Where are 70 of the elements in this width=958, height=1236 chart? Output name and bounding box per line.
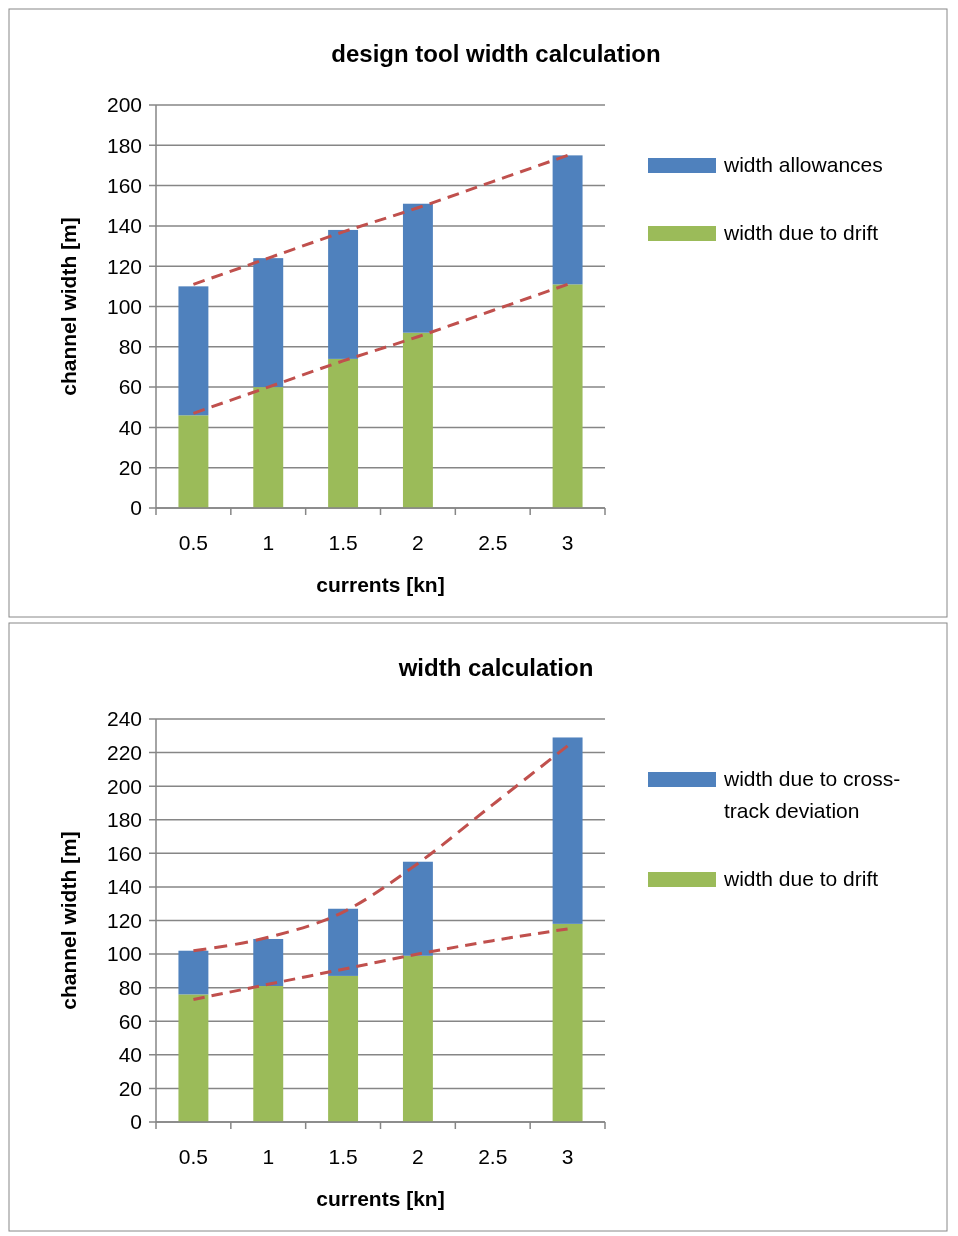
x-axis-title: currents [kn] <box>316 1187 445 1210</box>
x-tick-label: 1 <box>262 1145 275 1168</box>
bar <box>178 415 209 508</box>
x-tick-label: 0.5 <box>178 531 209 554</box>
y-tick-label: 0 <box>130 496 142 520</box>
y-tick-label: 160 <box>106 841 142 865</box>
y-tick-label: 120 <box>106 908 142 932</box>
line-series <box>191 153 570 286</box>
x-tick-label: 3 <box>561 1145 574 1168</box>
y-tick-label: 20 <box>118 456 142 480</box>
x-tick-label: 0.5 <box>178 1145 209 1168</box>
bar <box>328 975 359 1122</box>
y-tick-label: 0 <box>130 1110 142 1134</box>
bar <box>328 908 359 976</box>
y-axis-title: channel width [m] <box>57 831 80 1010</box>
x-tick-label: 2.5 <box>478 1145 508 1168</box>
y-tick-label: 240 <box>106 707 142 731</box>
legend-label: width due to cross-track deviation <box>723 767 901 823</box>
bar <box>552 155 583 285</box>
x-tick-label: 2.5 <box>478 531 508 554</box>
y-tick-label: 60 <box>118 375 142 399</box>
bar <box>328 358 359 508</box>
y-tick-label: 60 <box>118 1009 142 1033</box>
bar <box>178 286 209 416</box>
x-axis-title: currents [kn] <box>316 573 445 596</box>
line-series <box>191 927 570 1001</box>
bar <box>552 284 583 508</box>
y-tick-label: 140 <box>106 875 142 899</box>
bar <box>178 950 209 995</box>
y-tick-label: 80 <box>118 335 142 359</box>
x-tick-label: 1 <box>262 531 275 554</box>
y-tick-label: 80 <box>118 976 142 1000</box>
bar <box>402 332 433 508</box>
bar <box>253 258 284 388</box>
bar <box>253 938 284 986</box>
legend-label: width due to drift <box>723 867 879 891</box>
chart-title: design tool width calculation <box>331 40 661 67</box>
y-tick-label: 160 <box>106 173 142 197</box>
y-tick-label: 40 <box>118 1043 142 1067</box>
bar <box>253 387 284 508</box>
x-tick-label: 1.5 <box>328 531 358 554</box>
x-tick-label: 2 <box>412 1145 424 1168</box>
y-tick-label: 200 <box>106 93 142 117</box>
bar <box>178 994 209 1122</box>
line-series <box>191 282 570 415</box>
legend-label: width allowances <box>723 153 883 177</box>
x-tick-label: 3 <box>561 531 574 554</box>
y-tick-label: 180 <box>106 808 142 832</box>
x-tick-label: 2 <box>412 531 424 554</box>
y-tick-label: 140 <box>106 214 142 238</box>
y-tick-label: 100 <box>106 294 142 318</box>
line-series <box>191 744 570 953</box>
bar <box>253 985 284 1122</box>
bar <box>552 923 583 1122</box>
y-tick-label: 220 <box>106 740 142 764</box>
bar <box>402 861 433 956</box>
chart-title: width calculation <box>397 654 594 681</box>
y-tick-label: 200 <box>106 774 142 798</box>
y-tick-label: 120 <box>106 254 142 278</box>
legend-label: width due to drift <box>723 221 879 245</box>
bar <box>328 229 359 359</box>
y-tick-label: 100 <box>106 942 142 966</box>
bar <box>402 203 433 333</box>
x-tick-label: 1.5 <box>328 1145 358 1168</box>
y-tick-label: 180 <box>106 133 142 157</box>
bar <box>402 955 433 1122</box>
bar <box>552 737 583 924</box>
y-axis-title: channel width [m] <box>57 217 80 396</box>
y-tick-label: 40 <box>118 415 142 439</box>
y-tick-label: 20 <box>118 1076 142 1100</box>
